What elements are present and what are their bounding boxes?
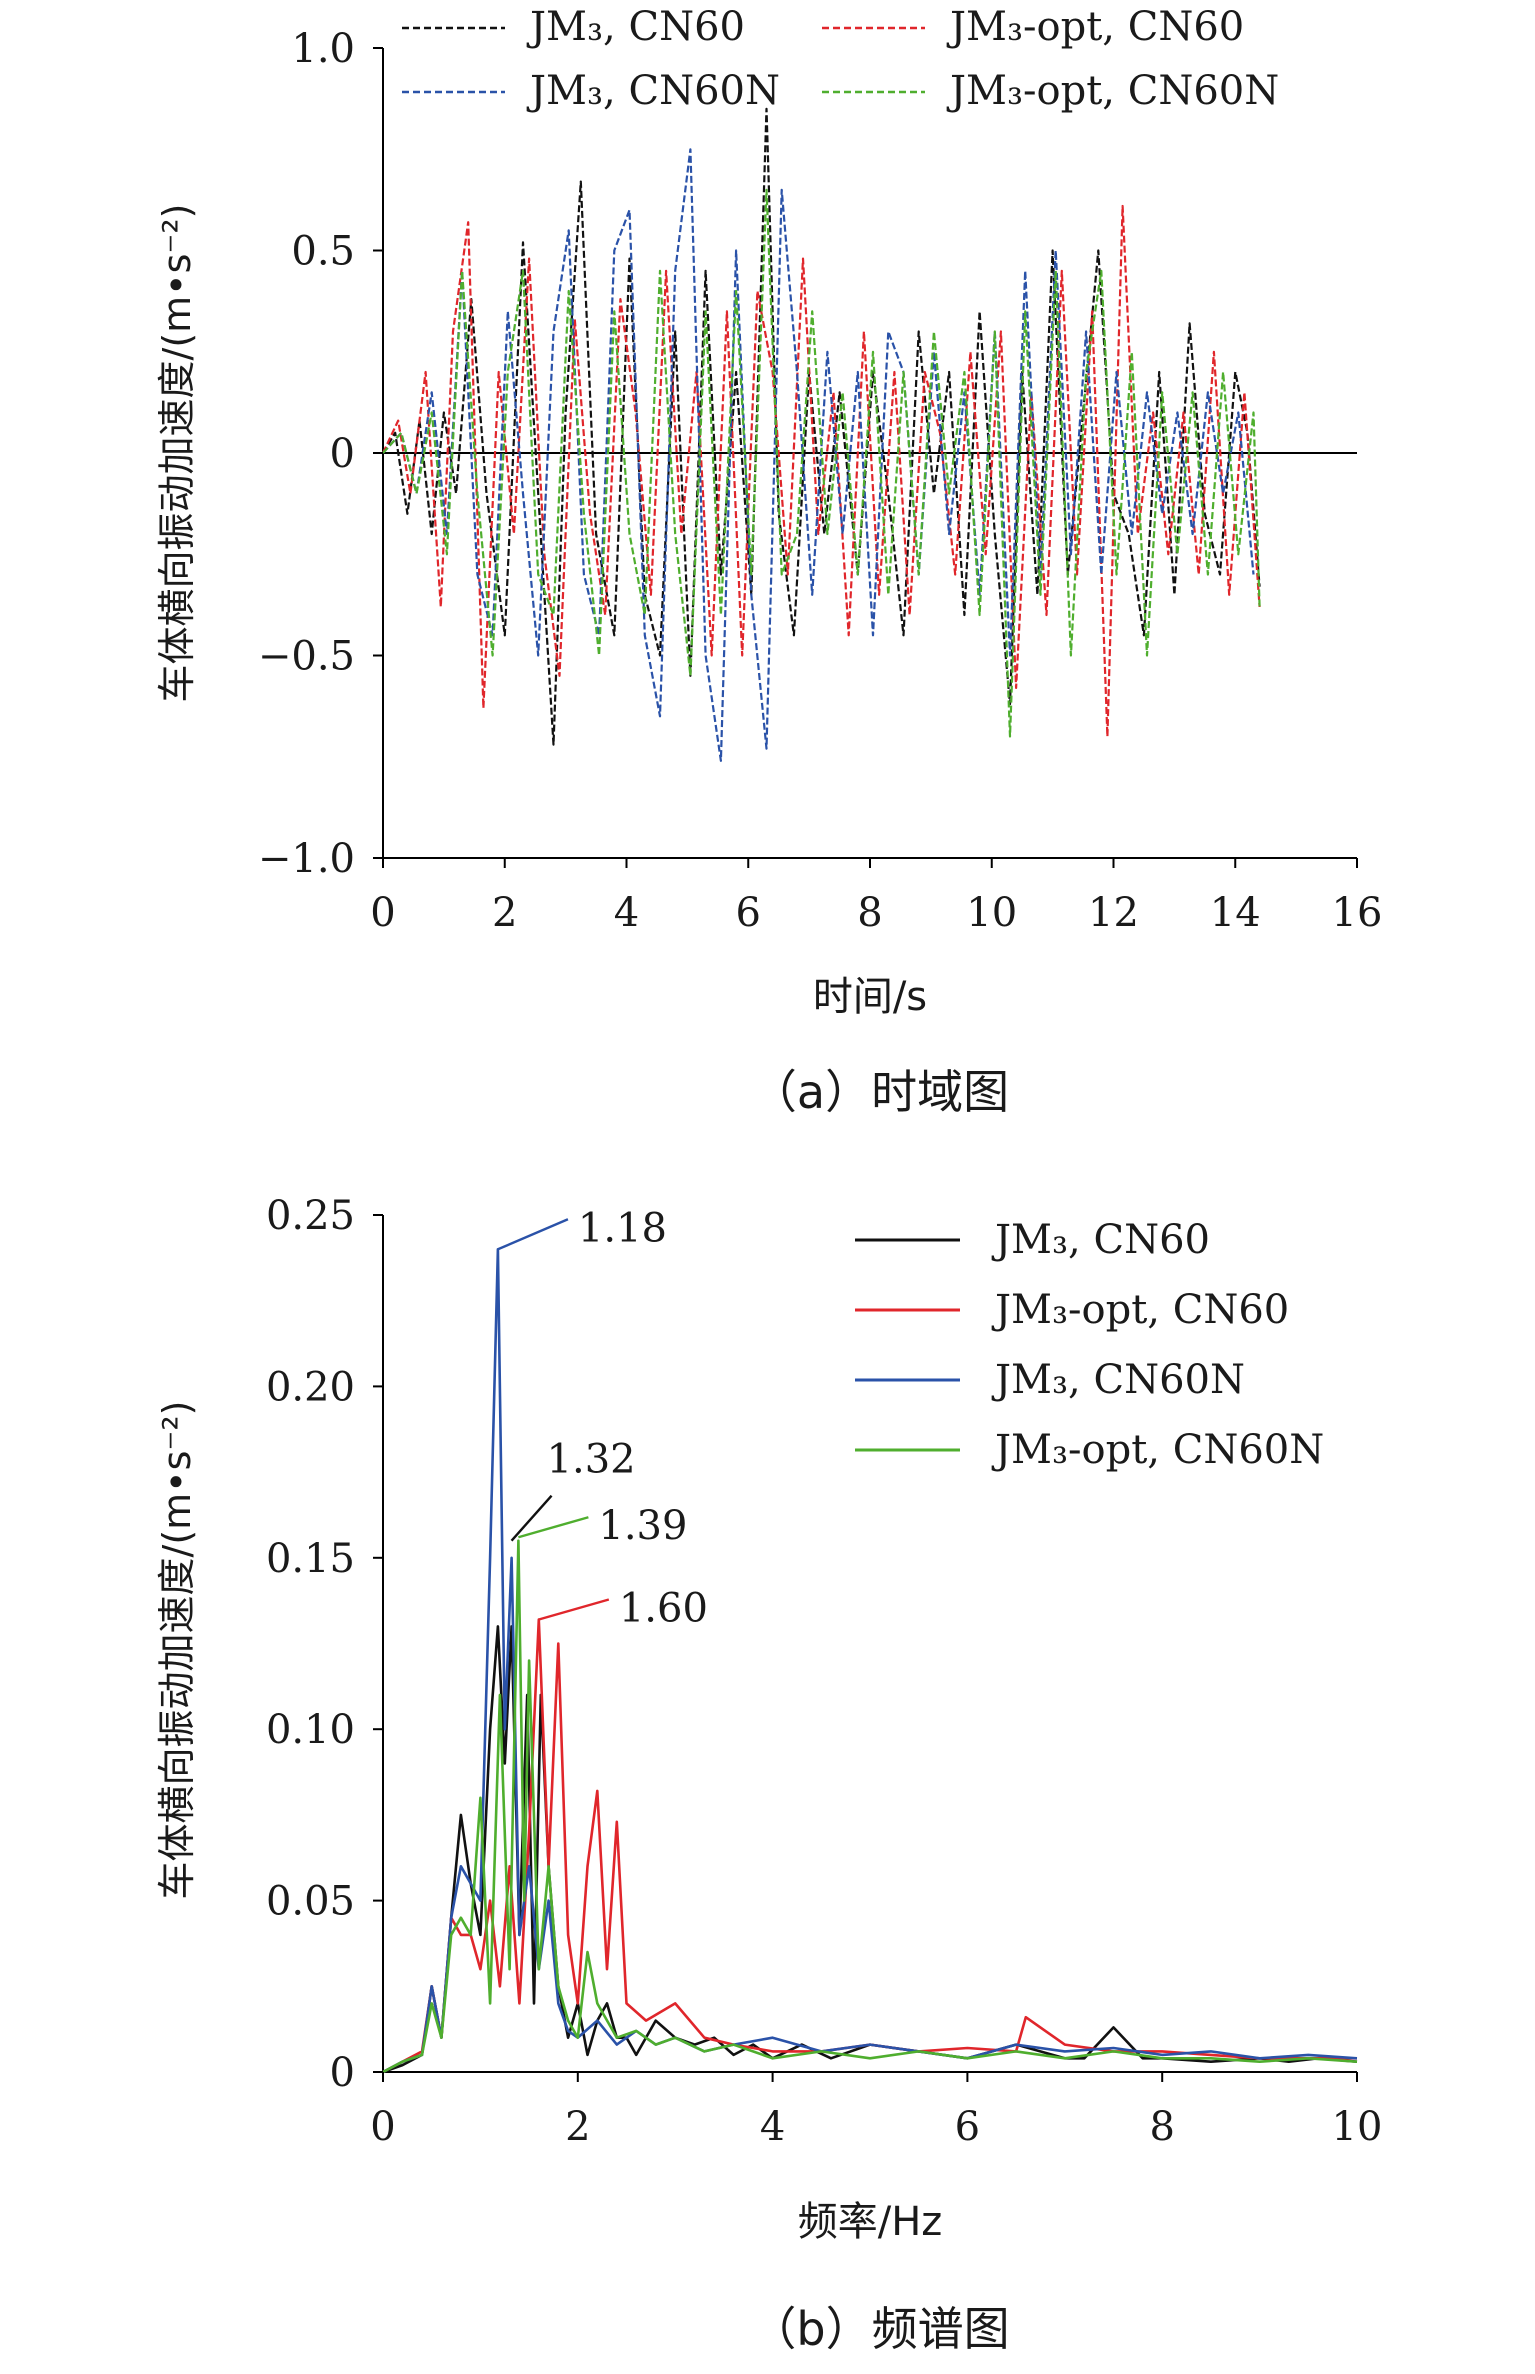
b-annotation-label-0: 1.18 bbox=[578, 1205, 667, 1251]
a-legend-label-0: JM₃, CN60 bbox=[526, 4, 745, 50]
b-annotation-label-2: 1.39 bbox=[598, 1503, 687, 1549]
a-y-tick-label: 0.5 bbox=[291, 229, 355, 275]
b-series-line-3 bbox=[382, 1539, 1358, 2074]
b-series-line-1 bbox=[382, 1618, 1357, 2074]
b-annotation-label-1: 1.32 bbox=[547, 1437, 636, 1483]
b-y-tick-label: 0.05 bbox=[266, 1879, 355, 1925]
b-x-axis-label: 频率/Hz bbox=[798, 2199, 943, 2245]
a-legend: JM₃, CN60 JM₃-opt, CN60 JM₃, CN60N JM₃-o… bbox=[402, 4, 1279, 114]
b-legend-label-1: JM₃-opt, CN60 bbox=[991, 1287, 1289, 1333]
b-annotations-group: 1.18 1.32 1.39 1.60 bbox=[497, 1205, 708, 1632]
b-series-group bbox=[382, 1248, 1358, 2074]
b-y-tick-label: 0.15 bbox=[266, 1536, 355, 1582]
b-legend: JM₃, CN60 JM₃-opt, CN60 JM₃, CN60N JM₃-o… bbox=[855, 1217, 1324, 1473]
a-caption: （a）时域图 bbox=[751, 1065, 1009, 1119]
b-x-tick-label: 2 bbox=[565, 2104, 590, 2150]
a-legend-label-2: JM₃, CN60N bbox=[526, 68, 780, 114]
b-ticks-group: 0 2 4 6 8 10 0.25 0.20 0.15 0.10 0.05 0 bbox=[266, 1193, 1383, 2150]
b-y-tick-label: 0.25 bbox=[266, 1193, 355, 1239]
b-x-tick-label: 10 bbox=[1332, 2104, 1383, 2150]
a-series-line-3 bbox=[382, 188, 1261, 738]
a-series-line-1 bbox=[382, 204, 1261, 738]
panel-a: 0 2 4 6 8 10 12 14 16 1.0 0.5 0 −0.5 −1.0 车体横向振动加速度/(… bbox=[155, 4, 1382, 1119]
b-annotation-leader-3 bbox=[538, 1598, 610, 1621]
a-series-line-0 bbox=[382, 107, 1261, 746]
b-x-tick-label: 0 bbox=[370, 2104, 395, 2150]
a-y-axis-label: 车体横向振动加速度/(m•s⁻²) bbox=[155, 204, 199, 703]
b-annotation-leader-2 bbox=[518, 1516, 589, 1539]
b-series-line-2 bbox=[382, 1248, 1358, 2074]
a-x-tick-label: 6 bbox=[736, 890, 761, 936]
b-x-tick-label: 8 bbox=[1149, 2104, 1174, 2150]
a-legend-label-1: JM₃-opt, CN60 bbox=[946, 4, 1244, 50]
a-x-tick-label: 14 bbox=[1210, 890, 1261, 936]
a-y-tick-label: 0 bbox=[330, 431, 355, 477]
b-y-axis-label: 车体横向振动加速度/(m•s⁻²) bbox=[155, 1401, 199, 1900]
b-caption: （b）频谱图 bbox=[750, 2302, 1009, 2356]
b-x-tick-label: 4 bbox=[760, 2104, 785, 2150]
a-ticks-group: 0 2 4 6 8 10 12 14 16 1.0 0.5 0 −0.5 −1.0 bbox=[258, 26, 1383, 936]
a-y-tick-label: −1.0 bbox=[258, 836, 355, 882]
b-y-tick-label: 0.10 bbox=[266, 1707, 355, 1753]
a-x-axis-label: 时间/s bbox=[813, 974, 927, 1020]
a-x-tick-label: 2 bbox=[492, 890, 517, 936]
a-x-tick-label: 12 bbox=[1088, 890, 1139, 936]
b-y-tick-label: 0 bbox=[330, 2050, 355, 2096]
a-series-group bbox=[382, 107, 1261, 762]
a-x-tick-label: 0 bbox=[370, 890, 395, 936]
a-x-tick-label: 4 bbox=[614, 890, 639, 936]
b-series-line-0 bbox=[382, 1625, 1358, 2074]
b-annotation-leader-1 bbox=[510, 1494, 553, 1542]
b-y-tick-label: 0.20 bbox=[266, 1364, 355, 1410]
b-legend-label-2: JM₃, CN60N bbox=[991, 1357, 1245, 1403]
a-y-tick-label: −0.5 bbox=[258, 634, 355, 680]
a-y-tick-label: 1.0 bbox=[291, 26, 355, 72]
a-x-tick-label: 16 bbox=[1332, 890, 1383, 936]
b-x-tick-label: 6 bbox=[955, 2104, 980, 2150]
b-legend-label-0: JM₃, CN60 bbox=[991, 1217, 1210, 1263]
a-x-tick-label: 10 bbox=[966, 890, 1017, 936]
b-annotation-label-3: 1.60 bbox=[619, 1586, 708, 1632]
panel-b: 0 2 4 6 8 10 0.25 0.20 0.15 0.10 0.05 0 1.18 1.32 1.3… bbox=[155, 1193, 1382, 2356]
a-x-tick-label: 8 bbox=[857, 890, 882, 936]
a-series-line-2 bbox=[382, 148, 1255, 762]
b-annotation-leader-0 bbox=[497, 1218, 569, 1251]
a-legend-label-3: JM₃-opt, CN60N bbox=[946, 68, 1279, 114]
b-legend-label-3: JM₃-opt, CN60N bbox=[991, 1427, 1324, 1473]
